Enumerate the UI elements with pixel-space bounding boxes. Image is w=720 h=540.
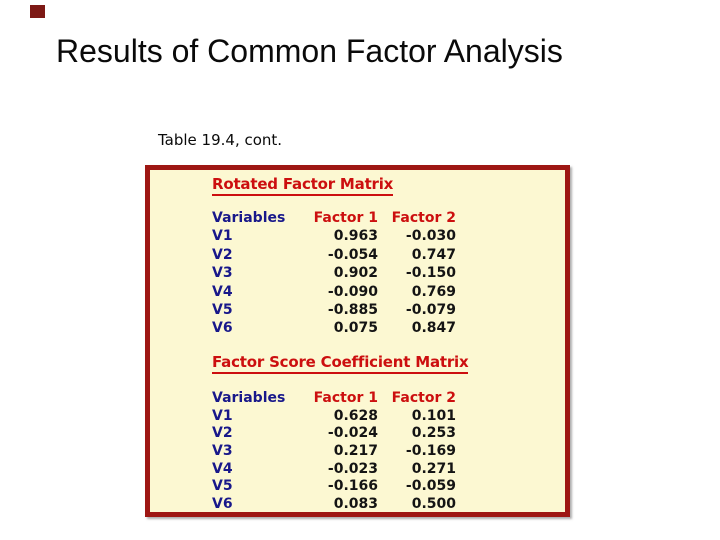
variable-label: V4	[212, 283, 233, 300]
factor1-value: -0.166	[327, 478, 378, 495]
factor1-value: 0.628	[333, 407, 378, 424]
factor-analysis-table: Rotated Factor Matrix Variables Factor 1…	[145, 165, 570, 517]
factor2-value: -0.169	[405, 442, 456, 459]
factor2-value: -0.030	[405, 228, 456, 245]
matrix: Variables Factor 1 Factor 2 V1 0.628 0.1…	[212, 390, 565, 513]
factor-score-coefficient-matrix-section: Factor Score Coefficient Matrix Variable…	[212, 338, 565, 513]
table-row: V2 -0.024 0.253	[212, 425, 565, 443]
factor2-value: 0.747	[411, 246, 456, 263]
table-row: V5 -0.885 -0.079	[212, 301, 565, 319]
column-header-row: Variables Factor 1 Factor 2	[212, 390, 565, 408]
factor2-value: 0.101	[411, 407, 456, 424]
variable-label: V1	[212, 228, 233, 245]
factor2-value: -0.079	[405, 302, 456, 319]
column-header-factor1: Factor 1	[313, 210, 378, 226]
slide-title: Results of Common Factor Analysis	[56, 33, 563, 69]
rotated-factor-matrix-section: Rotated Factor Matrix Variables Factor 1…	[212, 170, 565, 338]
factor2-value: -0.150	[405, 265, 456, 282]
factor1-value: 0.217	[333, 442, 378, 459]
slide-corner-marker	[30, 5, 45, 18]
column-header-variables: Variables	[212, 210, 286, 226]
factor2-value: 0.500	[411, 496, 456, 513]
table-caption: Table 19.4, cont.	[158, 131, 283, 149]
variable-label: V2	[212, 425, 233, 442]
factor2-value: 0.769	[411, 283, 456, 300]
variable-label: V5	[212, 478, 233, 495]
factor1-value: 0.963	[333, 228, 378, 245]
table-row: V6 0.083 0.500	[212, 496, 565, 513]
factor2-value: 0.253	[411, 425, 456, 442]
factor1-value: 0.902	[333, 265, 378, 282]
table-row: V2 -0.054 0.747	[212, 246, 565, 264]
factor2-value: 0.271	[411, 460, 456, 477]
column-header-factor2: Factor 2	[391, 389, 456, 406]
variable-label: V6	[212, 496, 233, 513]
column-header-factor1: Factor 1	[313, 389, 378, 406]
table-row: V5 -0.166 -0.059	[212, 478, 565, 496]
column-header-variables: Variables	[212, 389, 286, 406]
variable-label: V5	[212, 302, 233, 319]
factor2-value: -0.059	[405, 478, 456, 495]
factor1-value: 0.075	[333, 320, 378, 337]
column-header-factor2: Factor 2	[391, 210, 456, 226]
factor1-value: -0.054	[327, 246, 378, 263]
factor1-value: -0.090	[327, 283, 378, 300]
table-row: V6 0.075 0.847	[212, 319, 565, 337]
table-row: V1 0.963 -0.030	[212, 227, 565, 245]
variable-label: V1	[212, 407, 233, 424]
table-row: V4 -0.090 0.769	[212, 283, 565, 301]
factor1-value: -0.885	[327, 302, 378, 319]
section-heading: Factor Score Coefficient Matrix	[212, 353, 469, 374]
variable-label: V3	[212, 442, 233, 459]
variable-label: V2	[212, 246, 233, 263]
table-row: V3 0.902 -0.150	[212, 264, 565, 282]
factor2-value: 0.847	[411, 320, 456, 337]
section-heading: Rotated Factor Matrix	[212, 175, 393, 196]
factor1-value: -0.023	[327, 460, 378, 477]
factor1-value: -0.024	[327, 425, 378, 442]
table-row: V1 0.628 0.101	[212, 408, 565, 426]
variable-label: V6	[212, 320, 233, 337]
variable-label: V4	[212, 460, 233, 477]
table-row: V3 0.217 -0.169	[212, 443, 565, 461]
variable-label: V3	[212, 265, 233, 282]
column-header-row: Variables Factor 1 Factor 2	[212, 209, 565, 227]
factor1-value: 0.083	[333, 496, 378, 513]
table-row: V4 -0.023 0.271	[212, 461, 565, 479]
matrix: Variables Factor 1 Factor 2 V1 0.963 -0.…	[212, 209, 565, 338]
